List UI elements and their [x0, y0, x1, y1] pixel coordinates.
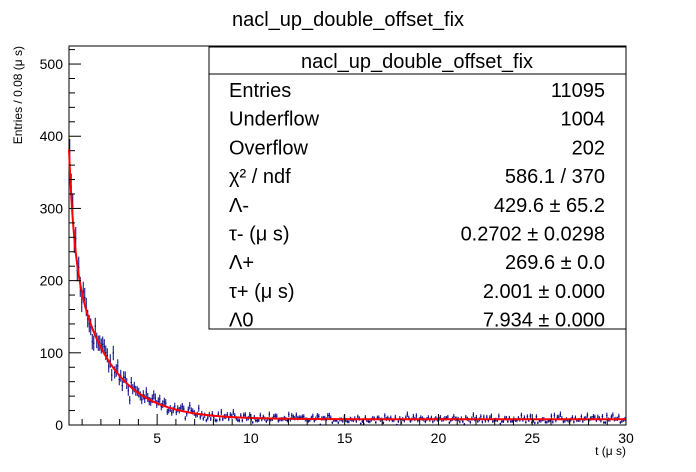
stats-row-value: 586.1 / 370 [505, 166, 605, 188]
stats-box-rows: Entries 11095 Underflow 1004 Overflow 202 χ² /… [229, 80, 605, 332]
x-tick-label: 10 [243, 430, 259, 446]
x-tick-label: 15 [337, 430, 353, 446]
stats-box: nacl_up_double_offset_fix Entries 11095 Un… [208, 46, 627, 332]
stats-row-label: Entries [229, 80, 291, 102]
x-axis-label: t (μ s) [595, 444, 626, 458]
x-tick-label: 30 [618, 430, 634, 446]
stats-box-frame [208, 46, 627, 330]
stats-row-label: χ² / ndf [229, 166, 291, 188]
x-tick-label: 5 [153, 430, 161, 446]
stats-row-label: Λ- [229, 195, 249, 217]
y-axis-label: Entries / 0.08 (μ s) [11, 46, 25, 144]
y-tick-label: 100 [40, 345, 64, 361]
stats-row-value: 1004 [561, 109, 606, 131]
y-axis: 0 100 200 300 400 500 [40, 49, 81, 433]
stats-row-value: 2.001 ± 0.000 [483, 281, 605, 303]
chart-title: nacl_up_double_offset_fix [232, 9, 464, 31]
stats-row-value: 7.934 ± 0.000 [483, 310, 605, 332]
x-tick-label: 25 [524, 430, 540, 446]
stats-box-title: nacl_up_double_offset_fix [301, 51, 533, 73]
y-tick-label: 200 [40, 273, 64, 289]
stats-row-label: τ+ (μ s) [229, 281, 295, 303]
x-tick-label: 20 [431, 430, 447, 446]
y-tick-label: 400 [40, 128, 64, 144]
y-tick-label: 300 [40, 200, 64, 216]
y-tick-label: 500 [40, 56, 64, 72]
stats-row-label: Λ+ [229, 252, 254, 274]
stats-row-label: τ- (μ s) [229, 224, 290, 246]
stats-row-label: Λ0 [229, 310, 253, 332]
stats-row-label: Underflow [229, 109, 320, 131]
x-axis: 5 10 15 20 25 30 [81, 414, 634, 446]
stats-row-value: 202 [572, 137, 605, 159]
stats-row-value: 0.2702 ± 0.0298 [461, 224, 605, 246]
stats-row-label: Overflow [229, 137, 308, 159]
stats-row-value: 11095 [551, 80, 605, 102]
stats-row-value: 429.6 ± 65.2 [494, 195, 605, 217]
fit-curve [68, 149, 626, 421]
stats-row-value: 269.6 ± 0.0 [505, 252, 605, 274]
y-tick-label: 0 [55, 417, 63, 433]
